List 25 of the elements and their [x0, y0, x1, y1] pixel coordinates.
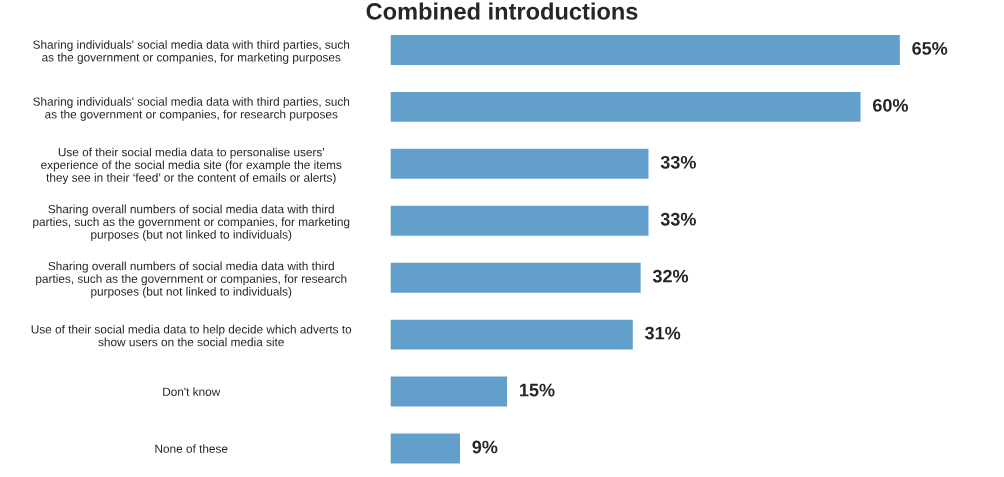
data-label: 65%	[912, 42, 948, 55]
bar	[390, 90, 862, 124]
y-tick-label: Sharing overall numbers of social media data with third parties, such as the government or companies, for marketing purposes (but not linked to individuals)	[33, 204, 350, 242]
bar	[390, 318, 635, 351]
bar	[390, 375, 509, 408]
data-label: 60%	[873, 98, 909, 112]
y-tick-label: Sharing individuals' social media data with third parties, such as the government or companies, for marketing purposes	[33, 40, 350, 64]
bar	[390, 432, 462, 465]
y-tick-label: Use of their social media data to help decide which adverts to show users on the social media site	[31, 324, 352, 347]
bar	[390, 261, 643, 295]
y-tick-label: Sharing overall numbers of social media data with third parties, such as the government or companies, for research purposes (but not linked to individuals)	[36, 261, 347, 298]
data-label: 33%	[660, 155, 696, 169]
y-tick-label: Sharing individuals' social media data with third parties, such as the government or companies, for research purposes	[33, 97, 350, 121]
data-label: 32%	[652, 269, 689, 283]
bar	[390, 147, 650, 181]
y-tick-label: None of these	[155, 444, 228, 453]
data-label: 33%	[660, 212, 696, 226]
data-label: 9%	[472, 440, 498, 454]
y-tick-label: Don't know	[163, 387, 221, 396]
y-tick-label: Use of their social media data to personalise users' experience of the social media site (for example the items they see in their ‘feed’ or the content of emails or alerts)	[41, 147, 342, 185]
bar	[390, 204, 650, 238]
data-label: 31%	[645, 326, 681, 340]
bar	[390, 33, 902, 67]
chart-title: Combined introductions	[366, 2, 638, 20]
data-label: 15%	[520, 383, 555, 397]
